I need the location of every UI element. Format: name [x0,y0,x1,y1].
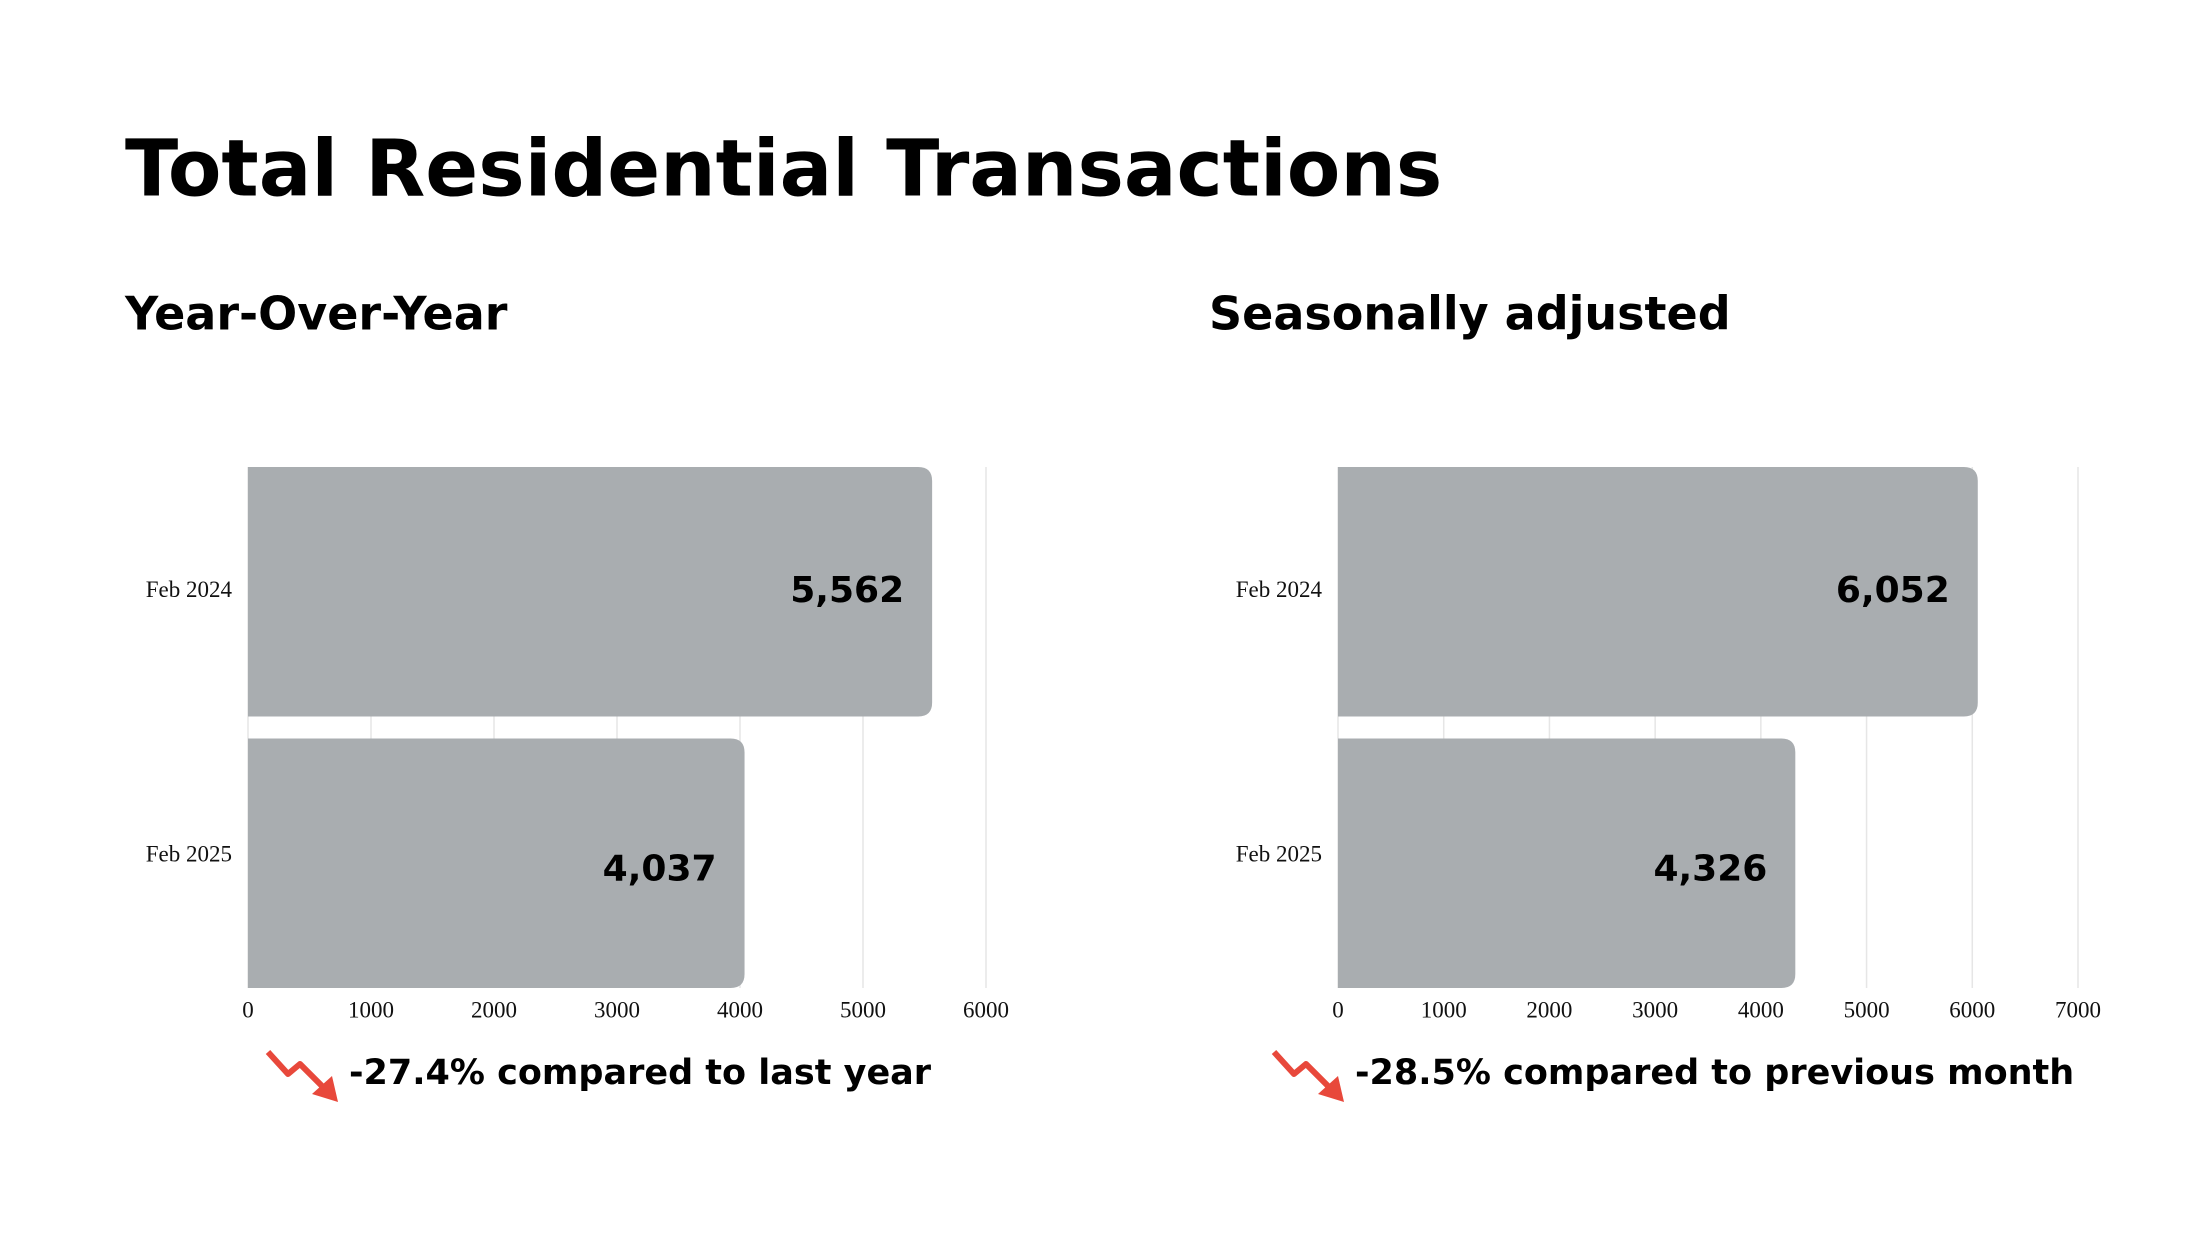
trend-arrow-line [1271,1049,1335,1093]
x-tick-label: 4000 [1738,997,1784,1022]
trend-arrow [1271,1049,1344,1102]
bar [248,738,745,988]
category-label: Feb 2024 [146,577,233,602]
x-tick-label: 4000 [717,997,763,1022]
x-tick-label: 5000 [1844,997,1890,1022]
x-tick-label: 1000 [348,997,394,1022]
trend-arrow-head [312,1076,338,1102]
bar [248,467,933,717]
x-tick-label: 7000 [2055,997,2101,1022]
x-tick-label: 3000 [594,997,640,1022]
x-tick-label: 0 [1332,997,1344,1022]
x-tick-label: 0 [242,997,254,1022]
annotation: -28.5% compared to previous month [1355,1053,2074,1093]
trend-arrow-head [1318,1076,1344,1102]
page-title: Total Residential Transactions [125,124,1442,214]
x-tick-label: 6000 [963,997,1009,1022]
value-label: 4,037 [603,848,717,889]
x-tick-label: 5000 [840,997,886,1022]
x-tick-label: 2000 [1526,997,1572,1022]
category-label: Feb 2025 [1236,842,1322,867]
value-label: 4,326 [1653,848,1767,889]
bar [1338,738,1796,988]
category-label: Feb 2024 [1236,577,1323,602]
bar [1338,467,1978,717]
chart-subtitle: Year-Over-Year [124,287,508,341]
annotation: -27.4% compared to last year [349,1053,932,1093]
x-tick-label: 3000 [1632,997,1678,1022]
x-tick-label: 6000 [1949,997,1995,1022]
category-label: Feb 2025 [146,842,232,867]
x-tick-label: 1000 [1421,997,1467,1022]
value-label: 6,052 [1836,570,1950,611]
x-tick-label: 2000 [471,997,517,1022]
value-label: 5,562 [790,570,904,611]
chart-subtitle: Seasonally adjusted [1209,287,1731,341]
trend-arrow [265,1049,338,1102]
trend-arrow-line [265,1049,329,1093]
